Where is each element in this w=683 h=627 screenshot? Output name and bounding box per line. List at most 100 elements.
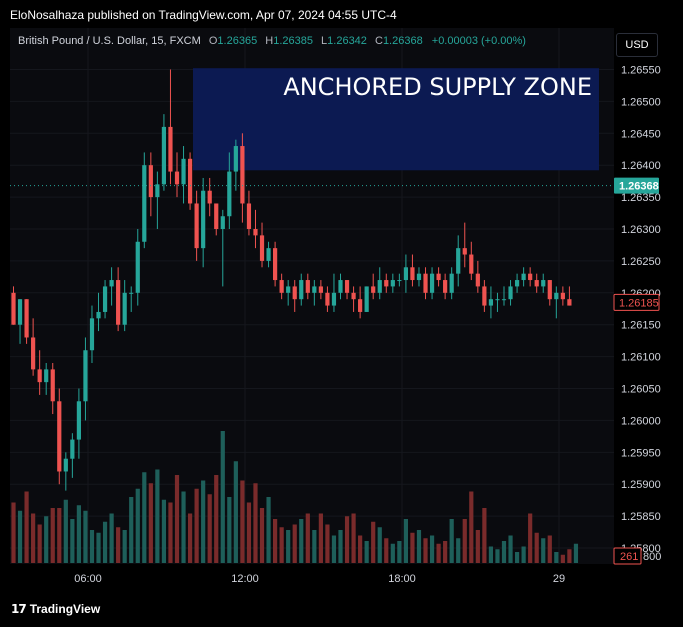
candle-body xyxy=(76,401,81,440)
volume-bar xyxy=(89,530,95,563)
candle-body xyxy=(423,273,428,293)
tradingview-logo[interactable]: 17 TradingView xyxy=(11,602,100,616)
volume-bar xyxy=(541,538,546,563)
volume-bar xyxy=(573,543,579,563)
candle-body xyxy=(318,286,323,293)
candle-body xyxy=(305,280,310,293)
candle-body xyxy=(501,299,507,301)
volume-bar xyxy=(475,530,480,563)
volume-bar xyxy=(351,513,356,563)
volume-bar xyxy=(528,513,533,563)
volume-badge xyxy=(613,547,642,565)
candle-body xyxy=(220,216,225,229)
volume-bar xyxy=(508,535,513,563)
volume-bar xyxy=(469,491,474,563)
volume-bar xyxy=(331,535,337,563)
volume-bar xyxy=(364,541,369,563)
volume-bar xyxy=(325,524,330,563)
candle-body xyxy=(168,126,173,172)
volume-bar xyxy=(279,527,284,563)
change-value: +0.00003 (+0.00%) xyxy=(431,35,526,47)
candle-body xyxy=(299,280,304,300)
candle-body xyxy=(227,171,232,217)
time-tick-label: 06:00 xyxy=(74,573,102,585)
candle-body xyxy=(475,273,480,287)
volume-bar xyxy=(109,513,114,563)
publish-attribution: EloNosalhaza published on TradingView.co… xyxy=(10,8,397,22)
price-tick-label: 1.26550 xyxy=(621,64,661,76)
volume-bar xyxy=(292,524,297,563)
open-label: O xyxy=(208,35,218,47)
close-value: 1.26368 xyxy=(382,35,423,47)
volume-bar xyxy=(31,513,36,563)
candle-body xyxy=(351,292,356,300)
candle-body xyxy=(109,280,114,287)
candle-body xyxy=(129,292,134,294)
volume-bar xyxy=(482,508,487,563)
volume-bar xyxy=(449,519,454,563)
volume-bar xyxy=(116,527,121,563)
candle-body xyxy=(534,280,539,287)
volume-bar xyxy=(102,521,108,563)
candle-body xyxy=(63,458,68,472)
prev-price-badge xyxy=(613,293,660,311)
volume-bar xyxy=(76,505,81,563)
symbol-title[interactable]: British Pound / U.S. Dollar, 15, FXCM xyxy=(18,35,201,47)
volume-bar xyxy=(161,499,167,563)
volume-bar xyxy=(155,469,160,563)
candle-body xyxy=(31,337,36,370)
volume-bar xyxy=(37,524,42,563)
volume-bar xyxy=(299,519,304,563)
candle-body xyxy=(17,299,23,325)
price-tick-label-partial: 800 xyxy=(643,551,661,563)
volume-bar xyxy=(50,508,55,563)
volume-bar xyxy=(312,530,317,563)
volume-bar xyxy=(24,491,29,563)
price-tick-label: 1.26000 xyxy=(621,415,661,427)
volume-bar xyxy=(390,543,395,563)
candle-body xyxy=(344,280,350,293)
candle-body xyxy=(567,299,572,306)
volume-bar xyxy=(371,521,376,563)
candle-body xyxy=(482,286,487,306)
prev-price-label: 1.26185 xyxy=(619,297,659,309)
candle-body xyxy=(371,286,376,293)
candle-body xyxy=(148,165,153,198)
volume-bar xyxy=(63,499,68,563)
volume-bar xyxy=(273,519,278,563)
candle-body xyxy=(456,248,461,274)
volume-bar xyxy=(11,502,16,563)
price-tick-label: 1.26400 xyxy=(621,160,661,172)
candle-body xyxy=(181,158,186,185)
candle-body xyxy=(253,229,258,236)
volume-bar xyxy=(259,508,265,563)
volume-bar xyxy=(135,488,140,563)
candle-body xyxy=(44,369,49,383)
volume-bar xyxy=(521,546,526,563)
candle-body xyxy=(259,235,265,261)
candle-body xyxy=(96,311,101,319)
candle-body xyxy=(403,267,408,281)
time-tick-label: 12:00 xyxy=(231,573,259,585)
tradingview-logo-icon: 17 xyxy=(11,602,27,616)
volume-bar xyxy=(514,552,520,563)
candle-body xyxy=(429,273,435,293)
candle-body xyxy=(358,299,363,312)
candle-body xyxy=(541,280,546,287)
candle-body xyxy=(325,292,330,306)
volume-bar xyxy=(318,513,323,563)
candle-body xyxy=(266,248,271,261)
volume-bar xyxy=(187,513,193,563)
candle-body xyxy=(246,203,252,229)
volume-bar xyxy=(286,530,291,563)
candle-body xyxy=(201,190,206,249)
high-label: H xyxy=(265,35,274,47)
high-value: 1.26385 xyxy=(273,35,313,47)
currency-button[interactable]: USD xyxy=(616,33,658,57)
candle-body xyxy=(116,280,121,325)
volume-bar xyxy=(488,546,494,563)
last-price-badge xyxy=(614,177,659,194)
volume-bar xyxy=(567,549,572,563)
price-tick-label: 1.25950 xyxy=(621,447,661,459)
